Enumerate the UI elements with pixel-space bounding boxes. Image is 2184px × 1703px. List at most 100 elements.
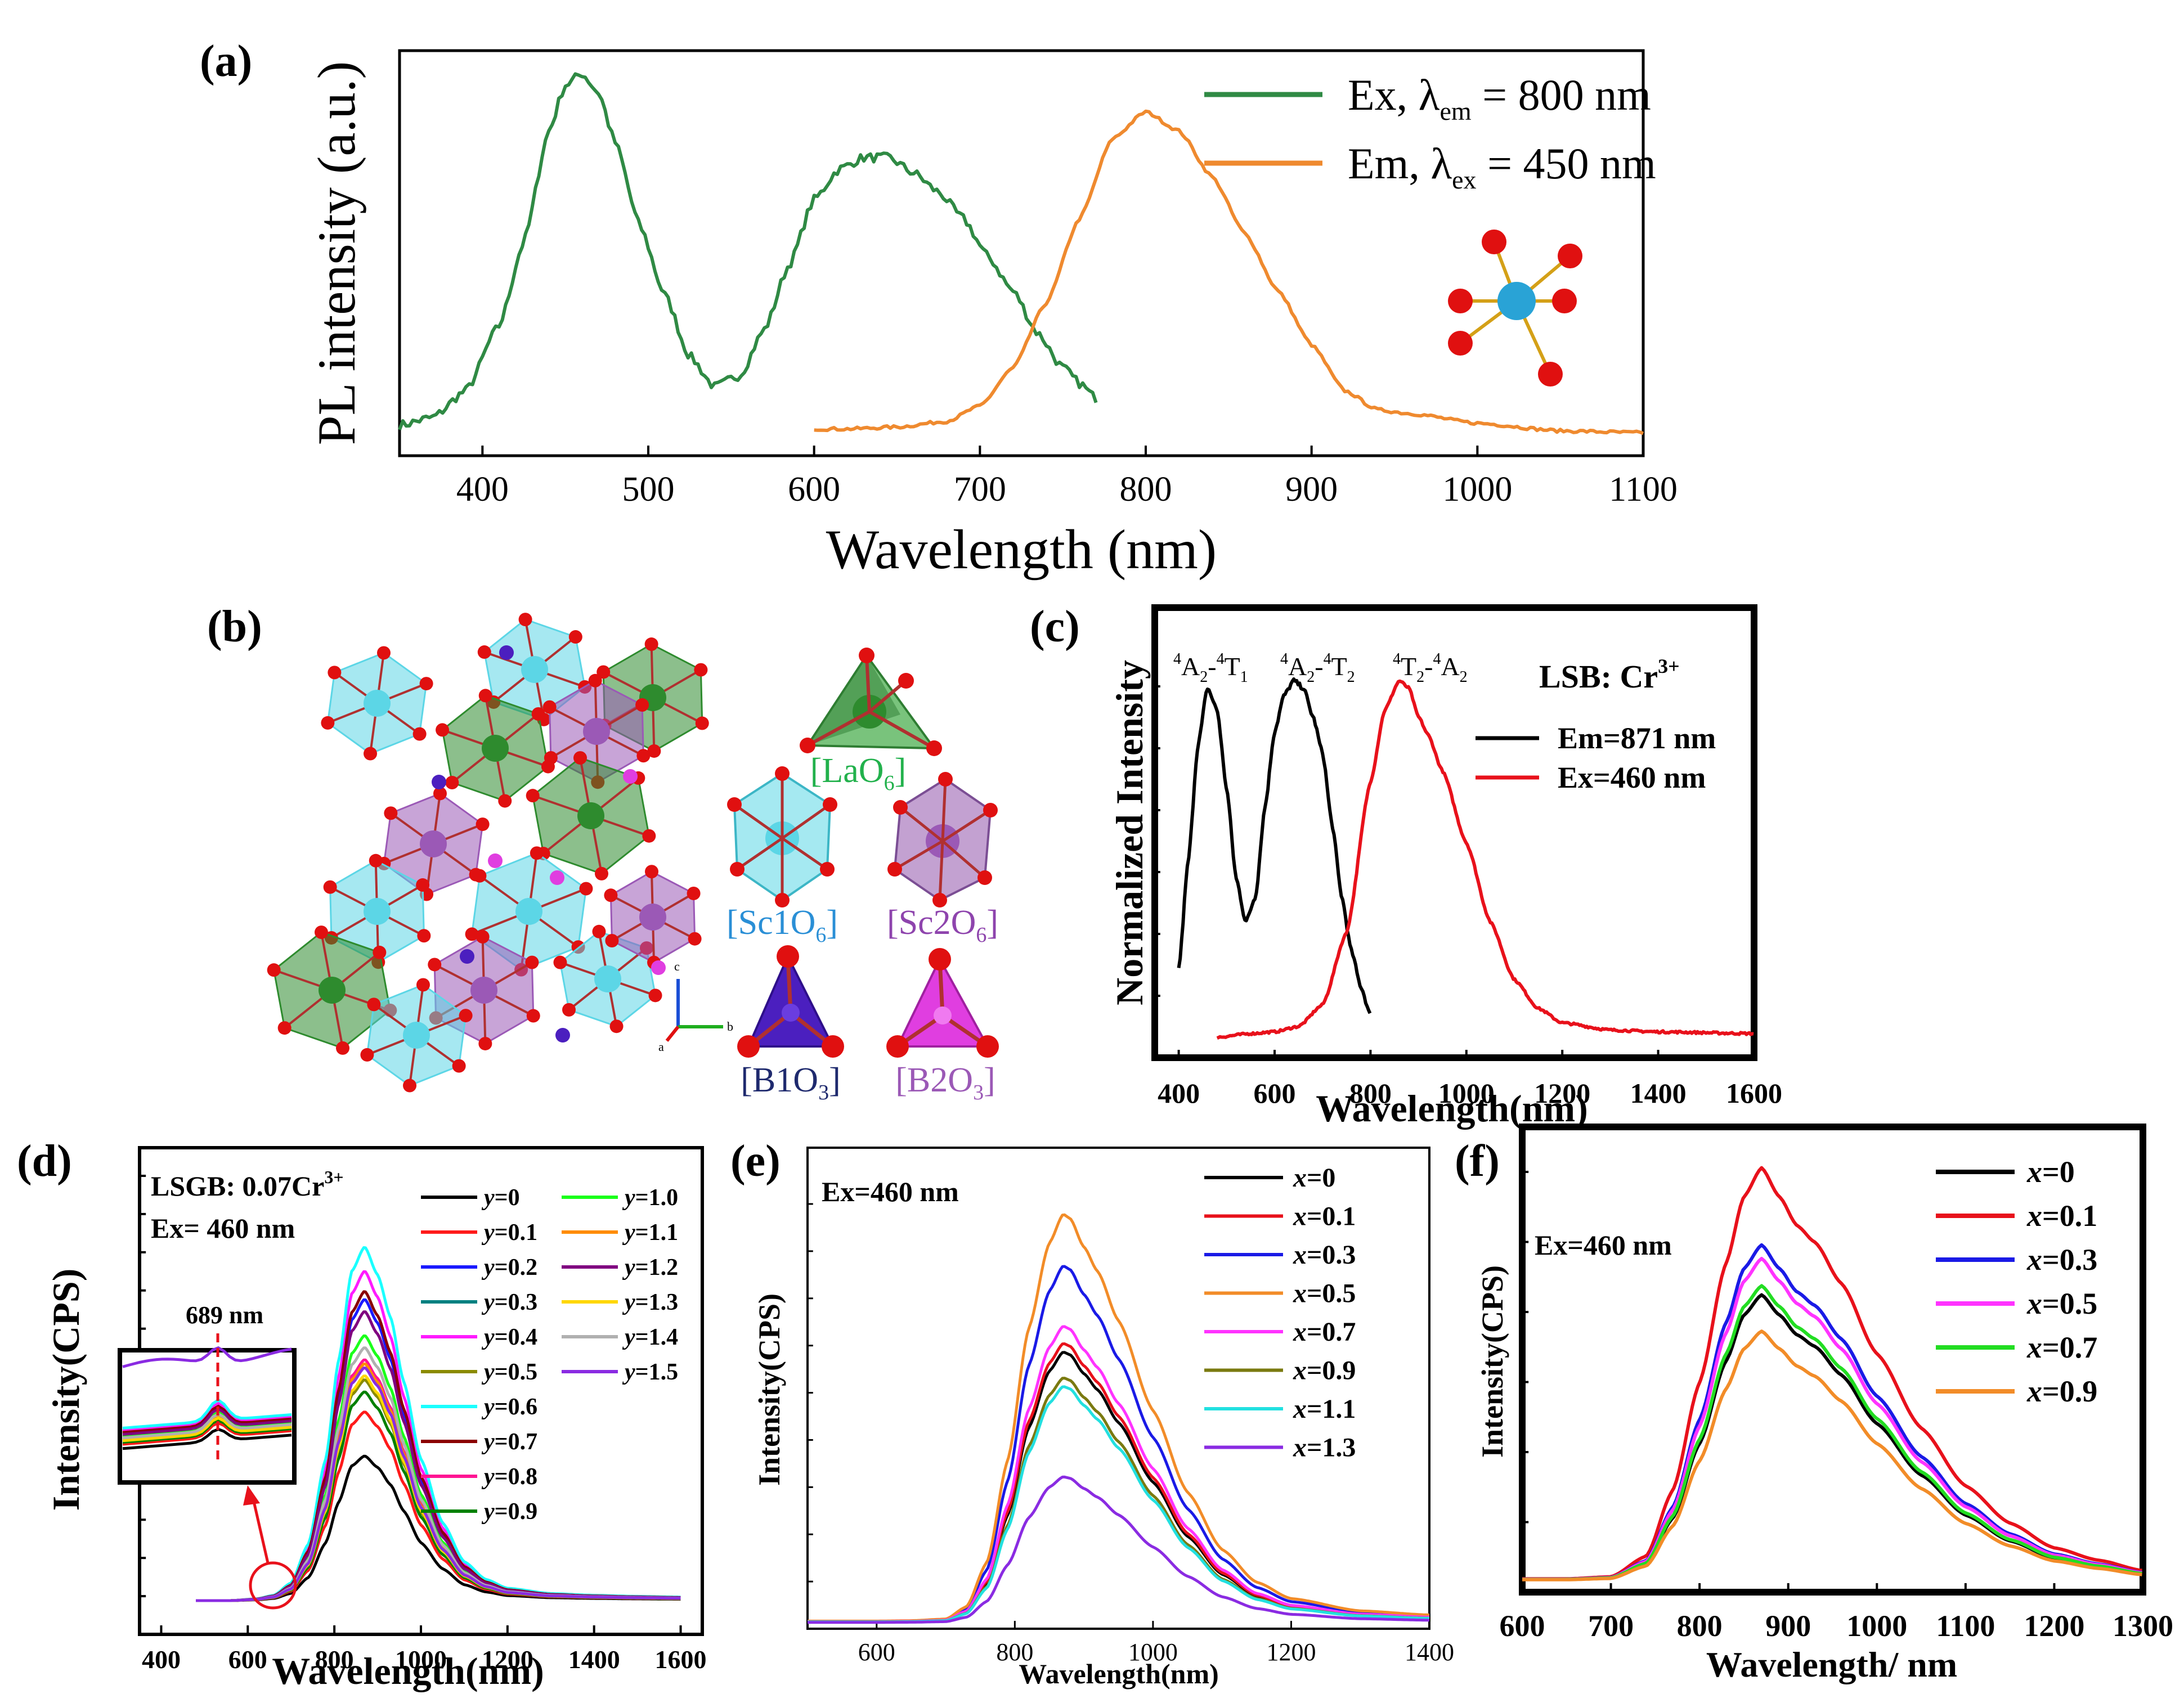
x-tick-label-800: 800 — [315, 1645, 354, 1674]
x-tick-label-1000: 1000 — [1128, 1638, 1178, 1666]
series-line-pf-5 — [1522, 1329, 2142, 1581]
inset-line-15 — [122, 1346, 292, 1368]
legend-label-pd-15: y=1.5 — [622, 1359, 678, 1385]
x-tick-label-1000: 1000 — [1438, 1077, 1495, 1109]
legend-label-pd-14: y=1.4 — [622, 1324, 678, 1350]
series-line-pd-15 — [196, 1366, 681, 1602]
legend-label-pd-10: y=1.0 — [622, 1185, 678, 1211]
legend-label-pd-11: y=1.1 — [622, 1220, 678, 1246]
x-tick-label-500: 500 — [622, 470, 675, 509]
atom-sc1 — [364, 690, 391, 717]
legend-label-pf-5: x=0.9 — [2026, 1374, 2097, 1408]
legend-label-pd-9: y=0.9 — [481, 1499, 537, 1525]
legend-entry-ex: Ex, λem = 800 nm — [1348, 70, 1651, 125]
legend-ex-rest: = 800 nm — [1472, 70, 1651, 119]
zoom-arrowhead-d — [243, 1485, 260, 1506]
x-tick-label-600: 600 — [228, 1645, 267, 1674]
series-line-c-0 — [1177, 677, 1372, 1014]
x-tick-label-600: 600 — [1254, 1077, 1296, 1109]
legend-label-pe-0: x=0 — [1293, 1163, 1335, 1193]
atom-boron — [488, 853, 503, 868]
panel-label-b: (b) — [207, 602, 262, 651]
legend-label-pf-3: x=0.5 — [2026, 1287, 2097, 1320]
inset-line-7 — [122, 1404, 292, 1434]
atom-la — [482, 735, 509, 762]
legend-label-pf-1: x=0.1 — [2026, 1199, 2097, 1233]
atom-sc2 — [583, 718, 610, 745]
atom-la — [319, 977, 346, 1004]
atom-sc1 — [364, 898, 391, 925]
panel-d: (d) 400 600 800 1000 1200 1400 1600 Intensity(… — [17, 1136, 707, 1692]
x-tick-label-600: 600 — [858, 1638, 895, 1666]
x-tick-label-1200: 1200 — [482, 1645, 533, 1674]
title-ex460-f: Ex=460 nm — [1535, 1229, 1672, 1261]
legend-ex-name: Ex, λ — [1348, 70, 1440, 119]
panel-label-d: (d) — [17, 1136, 72, 1186]
inset-line-13 — [122, 1416, 292, 1443]
series-line-pe-7 — [808, 1475, 1429, 1624]
inset-line-1 — [122, 1421, 292, 1446]
x-tick-label-800: 800 — [996, 1638, 1033, 1666]
axes-frame-a — [398, 49, 1645, 457]
x-tick-label-900: 900 — [1285, 470, 1338, 509]
legend-label-pd-8: y=0.8 — [481, 1464, 537, 1490]
legend-label-pd-6: y=0.6 — [481, 1394, 537, 1420]
x-tick-label-1100: 1100 — [1609, 470, 1678, 509]
x-tick-label-1400: 1400 — [568, 1645, 620, 1674]
atom-sc1 — [594, 965, 621, 992]
atom-sc1 — [515, 898, 542, 925]
x-tick-label-1000: 1000 — [1846, 1609, 1907, 1643]
x-tick-label-1200: 1200 — [2024, 1609, 2084, 1643]
panel-e: (e) 600 800 1000 1200 1400 Intensity(CPS) Wa… — [730, 1136, 1454, 1689]
annotation-4a2-4t2: 4A2-4T2 — [1280, 650, 1355, 686]
legend-label-pf-0: x=0 — [2026, 1155, 2075, 1189]
y-axis-label-a: PL intensity (a.u.) — [307, 61, 366, 446]
panel-label-a: (a) — [200, 37, 252, 86]
x-tick-label-1000: 1000 — [395, 1645, 447, 1674]
title-ex460-e: Ex=460 nm — [822, 1176, 959, 1207]
legend-label-pe-3: x=0.5 — [1293, 1278, 1356, 1308]
atom-sc1 — [403, 1022, 430, 1049]
octahedron-inset-icon — [1448, 230, 1582, 387]
x-tick-label-1600: 1600 — [1726, 1077, 1782, 1109]
zoom-arrow-d — [251, 1496, 270, 1563]
series-line-pe-1 — [808, 1342, 1430, 1623]
inset-line-9 — [122, 1418, 292, 1444]
legend-em-rest: = 450 nm — [1477, 139, 1656, 188]
sc1o6-polyhedron-icon — [727, 766, 837, 907]
y-axis-label-e: Intensity(CPS) — [752, 1293, 786, 1486]
legend-label-pd-3: y=0.3 — [481, 1289, 537, 1315]
x-tick-label-700: 700 — [954, 470, 1006, 509]
x-tick-label-800: 800 — [1120, 470, 1172, 509]
legend-label-pe-7: x=1.3 — [1293, 1432, 1356, 1462]
legend-label-pd-7: y=0.7 — [481, 1429, 537, 1455]
y-axis-label-c: Normalized Intensity — [1108, 660, 1151, 1005]
zoom-circle-d — [249, 1561, 297, 1610]
crystal-axes-icon: c b a — [658, 959, 733, 1054]
x-tick-label-1200: 1200 — [1534, 1077, 1590, 1109]
axes-frame-c — [1151, 604, 1757, 1061]
atom-boron — [555, 1028, 570, 1043]
legend-label-pd-1: y=0.1 — [481, 1220, 537, 1246]
title-lsb-cr: LSB: Cr3+ — [1539, 655, 1680, 695]
atom-boron — [623, 769, 638, 784]
svg-text:c: c — [674, 959, 680, 973]
axes-frame-e — [806, 1147, 1430, 1630]
x-tick-label-1400: 1400 — [1630, 1077, 1687, 1109]
legend-label-b2o3: [B2O3] — [895, 1061, 995, 1104]
legend-label-pf-4: x=0.7 — [2026, 1331, 2097, 1364]
x-tick-label-600: 600 — [788, 470, 840, 509]
x-tick-label-1300: 1300 — [2113, 1609, 2173, 1643]
legend-label-pe-5: x=0.9 — [1293, 1355, 1356, 1385]
panel-label-c: (c) — [1030, 602, 1080, 651]
panel-a: (a) 400 500 600 700 800 900 1000 1100 PL intens… — [200, 37, 1678, 581]
legend-label-ex460: Ex=460 nm — [1558, 761, 1706, 794]
x-tick-label-400: 400 — [456, 470, 509, 509]
atom-sc2 — [420, 830, 447, 857]
series-line-pe-0 — [808, 1351, 1430, 1624]
legend-label-pd-0: y=0 — [481, 1185, 520, 1211]
legend-label-pd-4: y=0.4 — [481, 1324, 537, 1350]
svg-text:a: a — [658, 1040, 664, 1054]
lao6-polyhedron-icon — [800, 648, 942, 756]
